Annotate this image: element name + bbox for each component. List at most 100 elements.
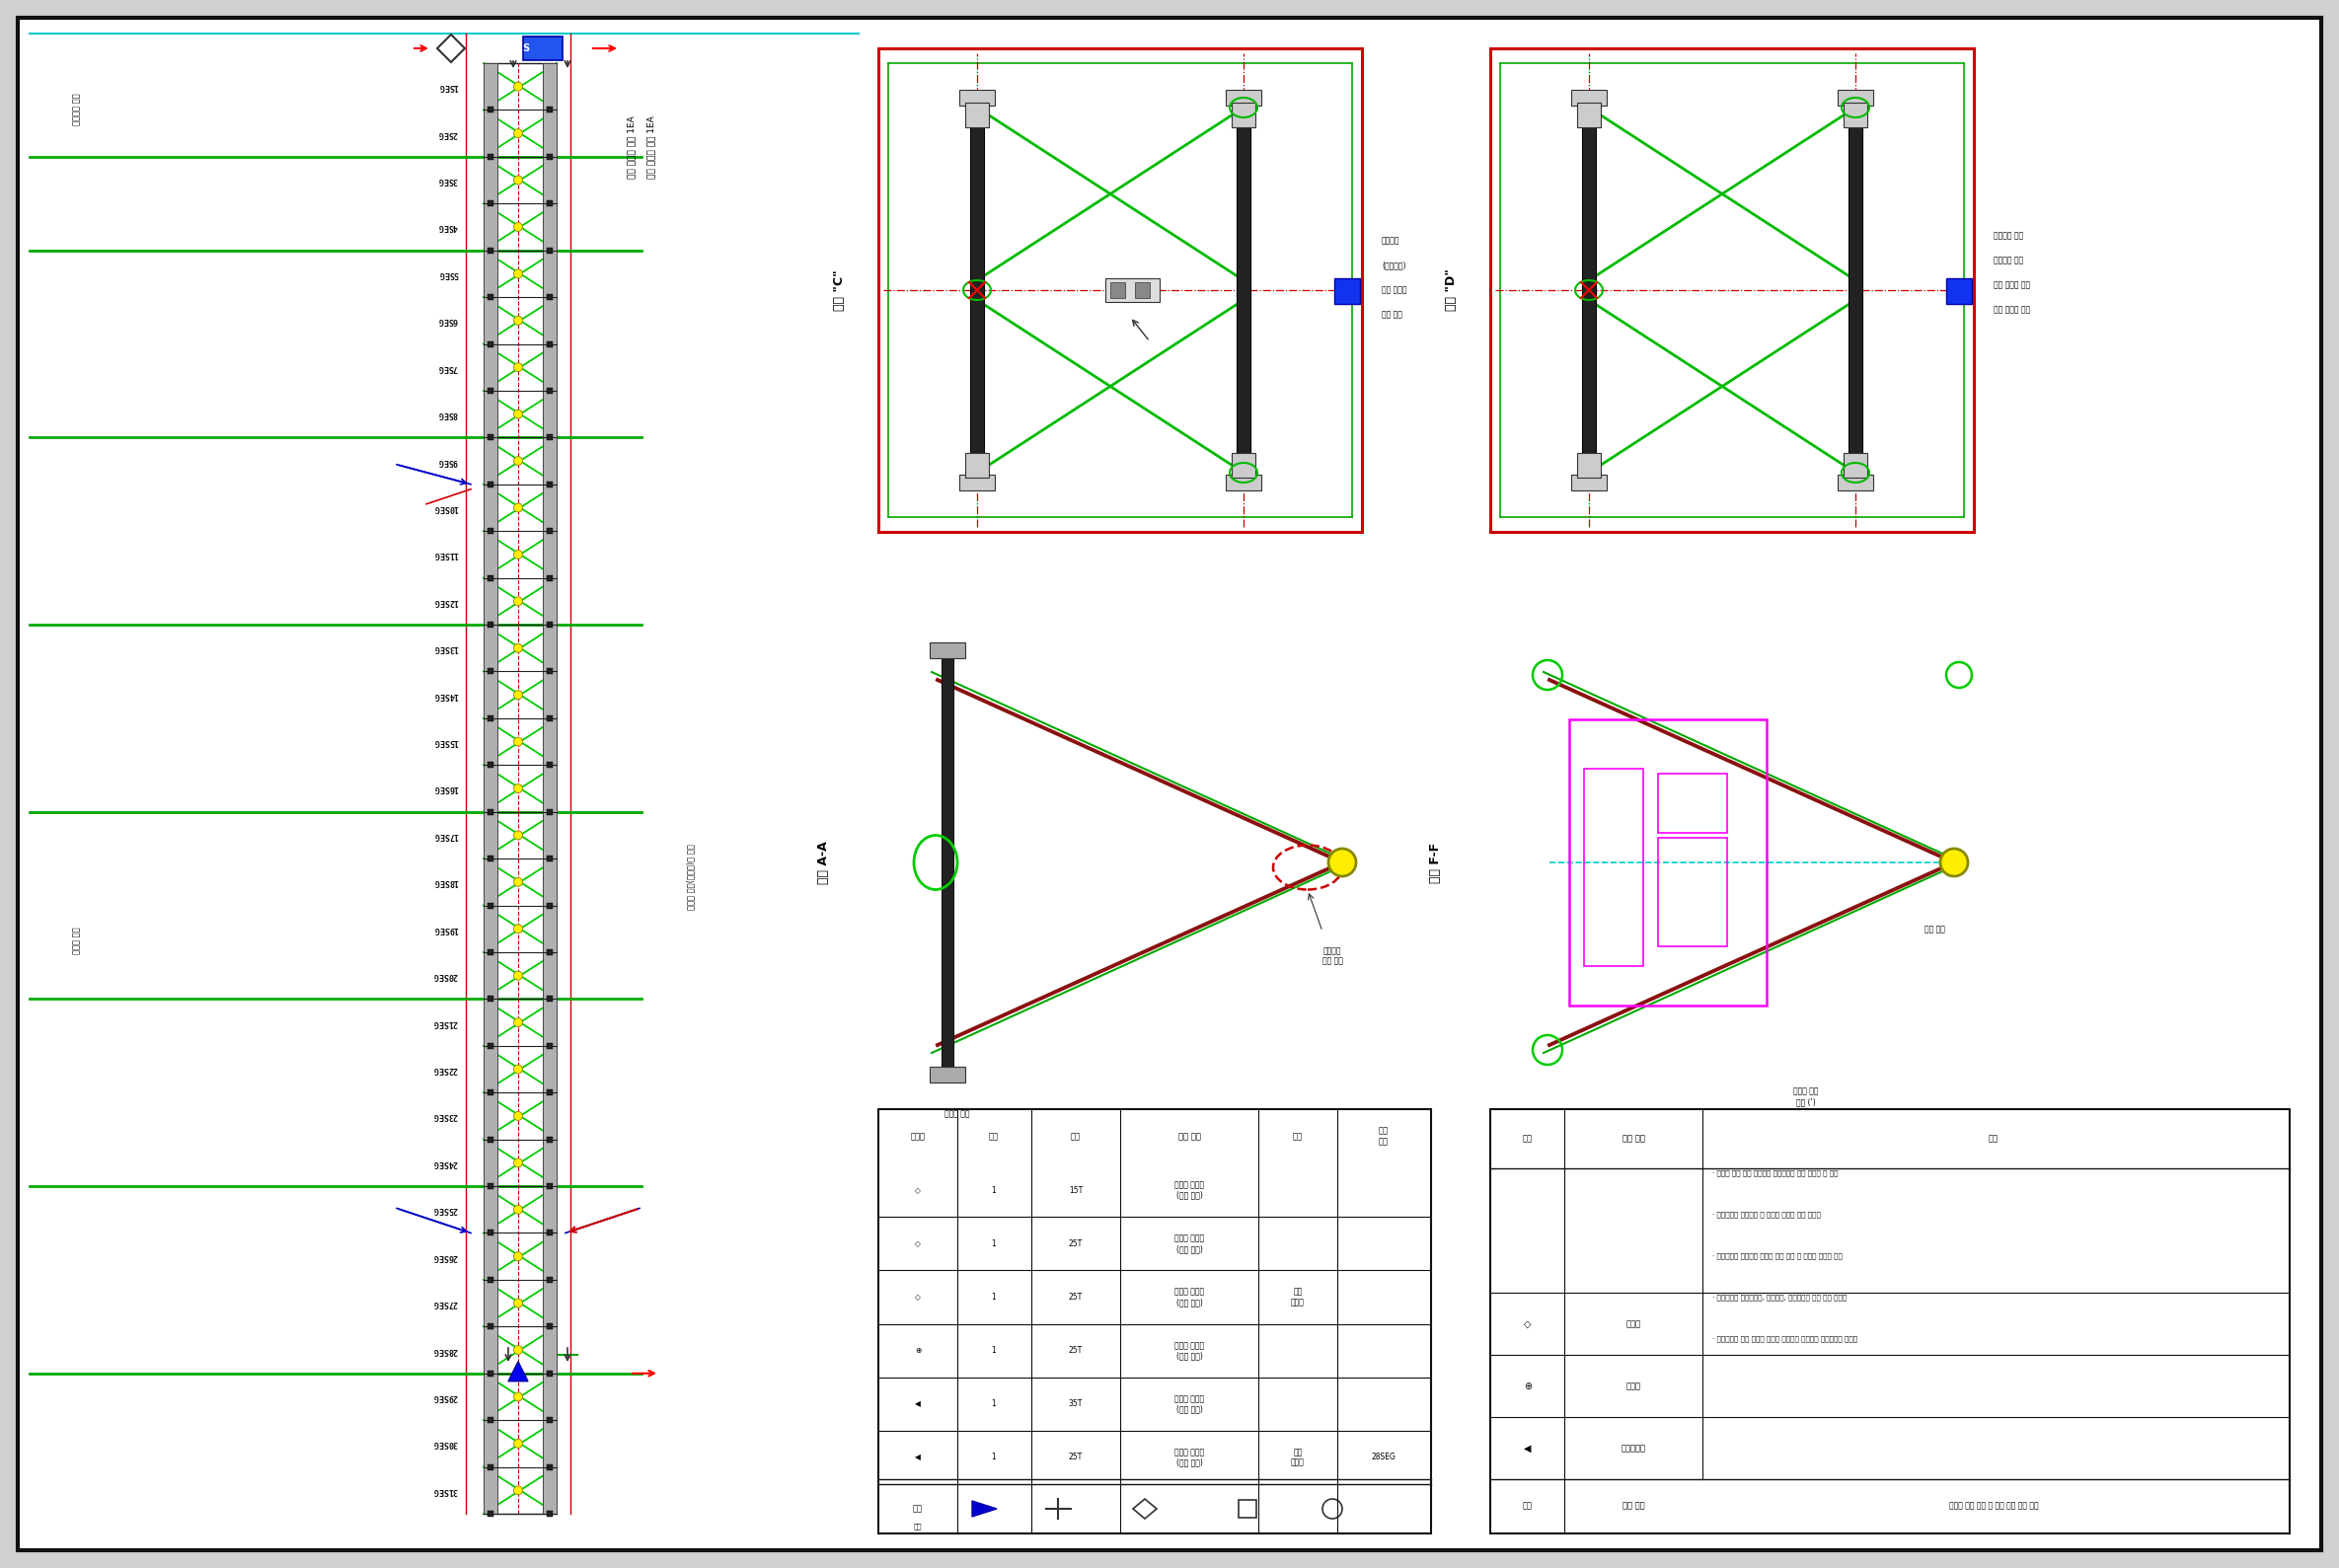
Text: 계측
위치: 계측 위치 [1378,1127,1389,1146]
Bar [487,1370,494,1377]
Bar [547,387,552,394]
Text: 기준점 지지면
(기초 위치): 기준점 지지면 (기초 위치) [1174,1287,1205,1306]
Text: 기기명: 기기명 [910,1132,926,1142]
Text: 공사중 계측 빈도 및 계측 항목 조정 가능: 공사중 계측 빈도 및 계측 항목 조정 가능 [1948,1502,2037,1510]
Text: 상세 "D": 상세 "D" [1446,270,1457,312]
Bar [487,1043,494,1049]
Bar [547,996,552,1002]
Text: 20SEG: 20SEG [433,971,458,980]
Bar [487,575,494,580]
Text: ◇: ◇ [1525,1319,1532,1328]
Text: 8SEG: 8SEG [437,409,458,419]
Bar [959,89,994,105]
Text: 1SEG: 1SEG [437,82,458,91]
Circle shape [515,831,522,840]
Circle shape [515,223,522,232]
Circle shape [515,550,522,558]
Bar [1658,773,1726,833]
Circle shape [515,1392,522,1402]
Bar [1572,89,1607,105]
Text: 로거 설치: 로거 설치 [1382,310,1403,320]
Bar [487,1229,494,1236]
Circle shape [515,176,522,185]
Bar [1333,278,1359,304]
Text: 수직 데이터 로거: 수직 데이터 로거 [1993,281,2030,290]
Bar [547,248,552,254]
Text: 2SEG: 2SEG [437,129,458,138]
Text: 35T: 35T [1069,1400,1083,1408]
Bar [487,1276,494,1283]
Text: 비고: 비고 [1523,1502,1532,1510]
Text: 12SEG: 12SEG [433,597,458,605]
Circle shape [515,597,522,605]
Circle shape [515,503,522,513]
Text: ◀: ◀ [915,1400,922,1408]
Bar [1838,89,1874,105]
Bar [1848,97,1862,483]
Bar [547,107,552,113]
Circle shape [515,1345,522,1355]
Bar [487,340,494,347]
Text: 가속도계 위치: 가속도계 위치 [73,93,82,125]
Bar [1106,278,1160,303]
Text: 가속도계
설치 위치: 가속도계 설치 위치 [1322,947,1343,966]
Circle shape [515,1065,522,1074]
Text: 25T: 25T [1069,1454,1083,1461]
Bar [1233,453,1256,478]
Text: 30SEG: 30SEG [433,1439,458,1447]
Bar [547,621,552,627]
Circle shape [515,129,522,138]
Text: 25SEG: 25SEG [433,1206,458,1214]
Text: 10SEG: 10SEG [433,503,458,513]
Text: 9SEG: 9SEG [437,456,458,466]
Text: 단면 A-A: 단면 A-A [819,840,830,884]
Bar [1946,278,1972,304]
Bar [487,201,494,207]
Bar [1490,49,1974,532]
Text: 15SEG: 15SEG [433,737,458,746]
Bar [879,49,1361,532]
Bar [547,434,552,441]
Text: 계측
위치도: 계측 위치도 [1291,1447,1305,1468]
Circle shape [515,270,522,278]
Circle shape [515,1486,522,1494]
Text: 기울기계 로거: 기울기계 로거 [1993,256,2023,265]
Text: 기호: 기호 [912,1504,924,1513]
Bar [971,97,985,483]
Circle shape [515,1018,522,1027]
Bar [543,63,557,1513]
Bar [943,651,954,1074]
Text: 기호: 기호 [1523,1134,1532,1143]
Text: 1: 1 [992,1400,996,1408]
Bar [487,107,494,113]
Bar [547,1323,552,1330]
Bar [1658,837,1726,947]
Circle shape [515,1439,522,1447]
Circle shape [1329,848,1357,877]
Text: 경사계 설치
위치 ('): 경사계 설치 위치 (') [1794,1087,1820,1105]
Bar [547,715,552,721]
Bar [547,1229,552,1236]
Bar [966,102,989,127]
Text: 기준점 지지면
(기초 위치): 기준점 지지면 (기초 위치) [1174,1341,1205,1359]
Text: 수직계 위치: 수직계 위치 [73,927,82,953]
Text: 26SEG: 26SEG [433,1251,458,1261]
Bar [1581,97,1595,483]
Bar [547,340,552,347]
Bar [929,643,966,659]
Bar [1576,102,1600,127]
Text: 25T: 25T [1069,1292,1083,1301]
Bar [487,762,494,768]
Text: 13SEG: 13SEG [433,643,458,652]
Bar [547,856,552,861]
Text: 17SEG: 17SEG [433,831,458,840]
Bar [487,481,494,488]
Text: 연장물 설치(수준계)의 장소: 연장물 설치(수준계)의 장소 [685,844,695,909]
Bar [487,434,494,441]
Circle shape [515,1251,522,1261]
Text: 11SEG: 11SEG [433,550,458,558]
Text: 19SEG: 19SEG [433,925,458,933]
Bar [487,1184,494,1189]
Bar [487,949,494,955]
Text: 기도: 기도 [915,1523,922,1530]
